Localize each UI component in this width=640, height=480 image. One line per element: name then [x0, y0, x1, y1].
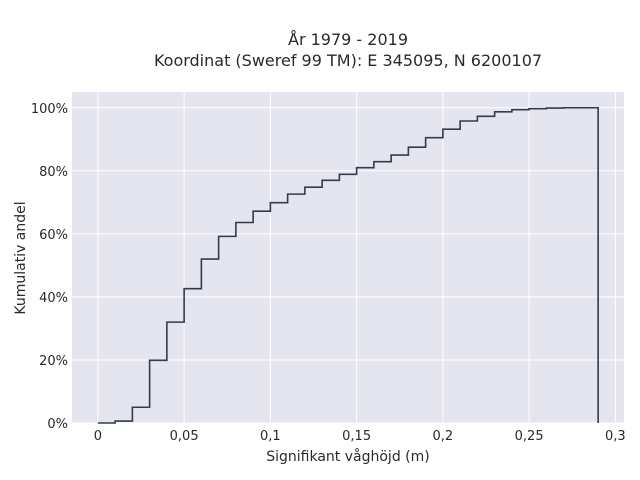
y-tick-label: 40% [39, 291, 68, 306]
x-tick-label: 0,3 [605, 429, 626, 444]
y-tick-label: 0% [47, 417, 68, 432]
y-axis-label: Kumulativ andel [13, 201, 29, 314]
chart-title-line-1: År 1979 - 2019 [288, 30, 408, 49]
plot-area [72, 92, 624, 423]
tick-labels: 0 0,05 0,1 0,15 0,2 0,25 0,3 0% 20% 40% 60% 80% 100% [31, 102, 626, 444]
grid-lines [72, 92, 624, 424]
x-tick-label: 0,15 [342, 429, 371, 444]
x-tick-label: 0,1 [260, 429, 281, 444]
x-tick-label: 0 [94, 429, 102, 444]
x-axis-label: Signifikant våghöjd (m) [266, 448, 429, 465]
x-tick-label: 0,2 [433, 429, 454, 444]
cumulative-step-line [97, 106, 599, 424]
y-tick-label: 100% [31, 102, 68, 117]
y-tick-label: 60% [39, 228, 68, 243]
y-tick-label: 80% [39, 165, 68, 180]
chart-title-line-2: Koordinat (Sweref 99 TM): E 345095, N 62… [154, 51, 542, 70]
y-tick-label: 20% [39, 354, 68, 369]
x-tick-label: 0,05 [170, 429, 199, 444]
x-tick-label: 0,25 [515, 429, 544, 444]
